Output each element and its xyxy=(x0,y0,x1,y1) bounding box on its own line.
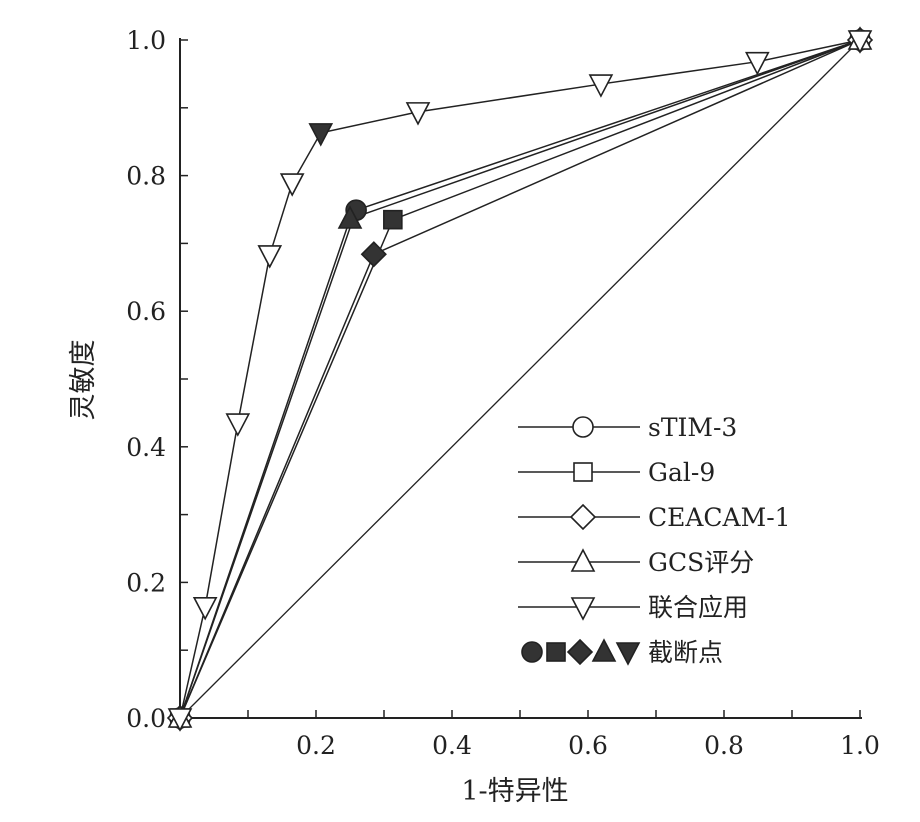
legend-marker xyxy=(570,548,596,572)
legend-cutoff-marker xyxy=(615,642,641,666)
legend-marker xyxy=(570,597,596,621)
legend-label-cutoff: 截断点 xyxy=(648,638,723,667)
legend-cutoff-marker xyxy=(521,641,543,663)
legend-label: CEACAM-1 xyxy=(648,503,791,532)
x-tick-label: 0.8 xyxy=(704,731,744,760)
data-point xyxy=(167,708,193,732)
x-tick-label: 0.6 xyxy=(568,731,608,760)
x-tick-label: 1.0 xyxy=(840,731,880,760)
x-axis-label: 1-特异性 xyxy=(461,776,568,807)
y-tick-label: 0.6 xyxy=(126,297,166,326)
y-tick-label: 0.0 xyxy=(126,704,166,733)
y-tick-label: 0.2 xyxy=(126,568,166,597)
y-axis-label: 灵敏度 xyxy=(68,340,99,421)
x-tick-label: 0.4 xyxy=(432,731,472,760)
reference-diagonal xyxy=(179,39,861,719)
legend-cutoff-marker xyxy=(591,638,617,662)
data-point xyxy=(337,205,363,229)
y-tick-label: 0.8 xyxy=(126,162,166,191)
legend-marker xyxy=(569,503,597,531)
y-tick-label: 1.0 xyxy=(126,26,166,55)
data-point xyxy=(257,245,283,269)
legend-label: 联合应用 xyxy=(648,593,748,622)
legend-cutoff-marker xyxy=(546,642,566,662)
legend-cutoff-marker xyxy=(566,638,594,666)
data-point xyxy=(279,173,305,197)
x-tick-label: 0.2 xyxy=(296,731,336,760)
data-point xyxy=(847,30,873,54)
series-line-- xyxy=(179,39,861,719)
legend-label: sTIM-3 xyxy=(648,413,737,442)
data-point xyxy=(360,241,387,268)
data-point xyxy=(383,209,403,230)
data-point xyxy=(405,102,431,126)
data-point xyxy=(744,51,770,76)
data-point xyxy=(588,74,614,98)
legend-label: GCS评分 xyxy=(648,548,754,577)
data-point xyxy=(192,597,218,621)
data-point xyxy=(225,413,251,437)
legend-marker xyxy=(573,462,593,482)
legend-marker xyxy=(572,416,594,438)
legend-label: Gal-9 xyxy=(648,458,715,487)
data-point xyxy=(308,123,334,147)
y-tick-label: 0.4 xyxy=(126,433,166,462)
